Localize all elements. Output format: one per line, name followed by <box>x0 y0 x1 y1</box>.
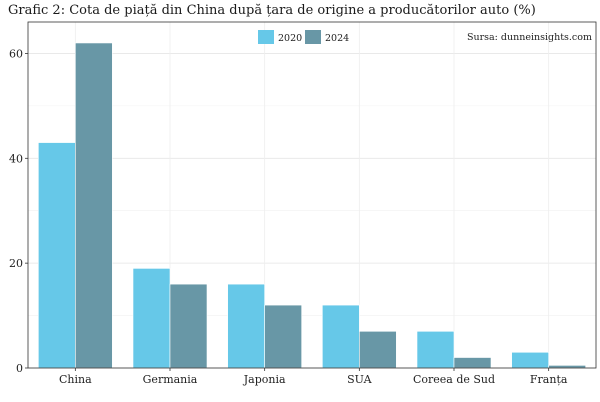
bar-2024-sua <box>359 331 397 369</box>
bar-2020-china <box>38 142 76 369</box>
bar-2020-coreea-de-sud <box>416 331 455 369</box>
plot-area: 0 20 40 60 China Germania Japonia SUA Coreea de … <box>9 21 597 386</box>
bar-2020-japonia <box>227 283 265 369</box>
legend-label-2024: 2024 <box>325 33 349 44</box>
legend-label-2020: 2020 <box>278 33 302 44</box>
x-tick-label: Japonia <box>243 373 286 386</box>
x-tick-label: China <box>59 373 92 386</box>
legend: 2020 2024 <box>258 30 349 44</box>
panel-border <box>27 21 597 369</box>
y-tick-label: 60 <box>9 47 23 60</box>
bar-2024-japonia <box>264 304 302 369</box>
x-tick-label: Coreea de Sud <box>413 373 495 386</box>
y-tick-label: 0 <box>16 362 23 375</box>
bar-2020-sua <box>322 304 360 369</box>
x-tick-label: Germania <box>143 373 198 386</box>
chart-title: Grafic 2: Cota de piață din China după ț… <box>8 3 536 18</box>
bar-2020-germania <box>132 268 171 369</box>
y-tick-label: 40 <box>9 152 23 165</box>
legend-swatch-2024 <box>305 30 321 44</box>
bar-2024-china <box>75 42 113 369</box>
chart-source: Sursa: dunneinsights.com <box>467 32 592 43</box>
x-tick-label: SUA <box>347 373 372 386</box>
y-tick-label: 20 <box>9 257 23 270</box>
bar-2020-franța <box>511 351 549 369</box>
legend-swatch-2020 <box>258 30 274 44</box>
bar-2024-coreea-de-sud <box>453 357 492 369</box>
x-tick-label: Franța <box>530 373 568 386</box>
bar-2024-germania <box>169 283 208 369</box>
